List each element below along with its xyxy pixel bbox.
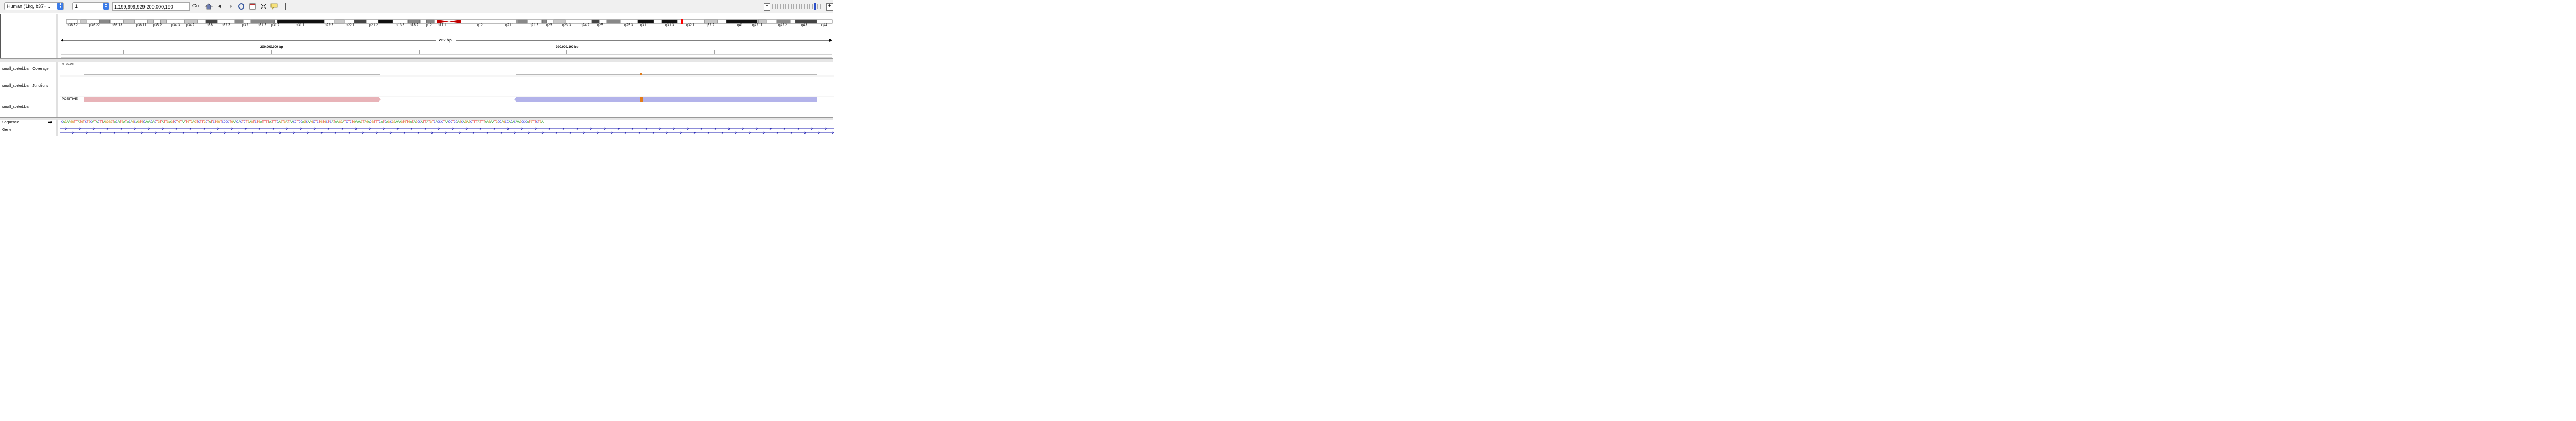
feature-track-panel: CAGAAGGTTATGTCTGCATACTTAGGGGTACATGATACAG… bbox=[60, 119, 834, 136]
coverage-bar bbox=[84, 74, 380, 75]
ruler-tick-label: 200,000,000 bp bbox=[260, 46, 283, 49]
popup-text-icon[interactable] bbox=[270, 3, 278, 10]
header-data-panel bbox=[60, 14, 833, 58]
band-label: p22.3 bbox=[325, 23, 334, 27]
band-label: p22.1 bbox=[346, 23, 355, 27]
band-label: q25.1 bbox=[597, 23, 606, 27]
coverage-bar bbox=[516, 74, 817, 75]
chromosome-dropdown-value: 1 bbox=[75, 4, 78, 9]
panel-separator[interactable] bbox=[0, 58, 833, 62]
feature-name-panel: Sequence ➡ Gene bbox=[0, 119, 57, 136]
strand-arrow-icon[interactable]: ➡ bbox=[48, 120, 53, 125]
refresh-icon[interactable] bbox=[238, 3, 245, 10]
band-label: p34.2 bbox=[186, 23, 195, 27]
band-label: q42.2 bbox=[778, 23, 787, 27]
band-label: p36.22 bbox=[89, 23, 100, 27]
coverage-range-label: [0 - 10.00] bbox=[62, 63, 74, 66]
band-label: p36.13 bbox=[112, 23, 122, 27]
band-label: p32.3 bbox=[222, 23, 231, 27]
band-label: p21.2 bbox=[369, 23, 378, 27]
band-label: q21.1 bbox=[505, 23, 514, 27]
ruler-span-label: 262 bp bbox=[439, 38, 452, 43]
band-label: q23.3 bbox=[562, 23, 571, 27]
ruler-toggle-icon[interactable] bbox=[285, 3, 286, 10]
band-label: p31.3 bbox=[258, 23, 267, 27]
current-region-marker bbox=[681, 19, 683, 24]
panel-divider[interactable] bbox=[56, 119, 58, 136]
read-forward bbox=[84, 97, 381, 102]
band-label: p34.3 bbox=[171, 23, 180, 27]
band-label: p32.1 bbox=[242, 23, 251, 27]
band-label: q32.2 bbox=[706, 23, 715, 27]
data-name-panel: small_sorted.bam Coverage small_sorted.b… bbox=[0, 62, 57, 117]
region-navigator-icon[interactable] bbox=[249, 3, 256, 10]
ruler-tick-label: 200,000,100 bp bbox=[556, 46, 579, 49]
band-label: p35.2 bbox=[153, 23, 162, 27]
zoom-out-icon[interactable]: − bbox=[764, 3, 770, 11]
alignment-tracks[interactable] bbox=[60, 62, 834, 117]
back-arrow-icon[interactable] bbox=[216, 3, 224, 10]
locus-input[interactable]: 1:199,999,929-200,000,190 bbox=[112, 2, 190, 11]
chevron-updown-icon: ▲ ▼ bbox=[103, 3, 109, 10]
track-name-junctions[interactable]: small_sorted.bam Junctions bbox=[2, 84, 48, 88]
band-label: p31.2 bbox=[271, 23, 280, 27]
chevron-updown-icon: ▲ ▼ bbox=[57, 3, 63, 10]
track-name-coverage[interactable]: small_sorted.bam Coverage bbox=[2, 67, 49, 71]
band-label: p13.3 bbox=[396, 23, 405, 27]
go-button[interactable]: Go bbox=[192, 3, 199, 9]
band-label: q31.1 bbox=[640, 23, 649, 27]
genome-dropdown[interactable]: Human (1kg, b37+... ▲ ▼ bbox=[4, 2, 64, 10]
track-name-alignments[interactable]: small_sorted.bam bbox=[2, 105, 32, 109]
band-label: q12 bbox=[477, 23, 483, 27]
band-label: p12 bbox=[426, 23, 432, 27]
band-label: q25.3 bbox=[624, 23, 633, 27]
track-name-gene[interactable]: Gene bbox=[2, 128, 12, 132]
coverage-mismatch bbox=[640, 73, 642, 75]
band-label: q24.2 bbox=[581, 23, 590, 27]
band-label: q43 bbox=[801, 23, 807, 27]
zoom-ticks bbox=[772, 3, 821, 10]
zoom-slider[interactable] bbox=[772, 3, 824, 10]
resize-to-window-icon[interactable] bbox=[260, 3, 267, 10]
band-label: p11.1 bbox=[438, 23, 446, 27]
panel-divider[interactable] bbox=[56, 14, 58, 58]
band-label: q32.1 bbox=[686, 23, 695, 27]
forward-arrow-icon[interactable] bbox=[227, 3, 234, 10]
gene-track[interactable] bbox=[60, 127, 834, 135]
read-mismatch bbox=[640, 97, 643, 102]
home-icon[interactable] bbox=[205, 3, 213, 10]
band-label: q44 bbox=[821, 23, 827, 27]
band-label: q21.3 bbox=[530, 23, 539, 27]
panel-divider[interactable] bbox=[56, 62, 58, 117]
strand-group-label: POSITIVE bbox=[62, 97, 78, 101]
band-label: q41 bbox=[737, 23, 743, 27]
read-reverse bbox=[514, 97, 817, 102]
chromosome-dropdown[interactable]: 1 ▲ ▼ bbox=[72, 2, 109, 10]
data-track-panel: [0 - 10.00] POSITIVE bbox=[60, 62, 834, 117]
genome-dropdown-value: Human (1kg, b37+... bbox=[7, 4, 50, 9]
band-label: q42.11 bbox=[752, 23, 763, 27]
centromere-q-arm-icon bbox=[449, 20, 461, 23]
track-name-sequence[interactable]: Sequence bbox=[2, 121, 19, 124]
band-label: q23.1 bbox=[546, 23, 555, 27]
band-label: p33 bbox=[207, 23, 213, 27]
header-name-panel bbox=[0, 14, 55, 58]
zoom-in-icon[interactable]: + bbox=[826, 3, 833, 11]
band-label: p36.11 bbox=[136, 23, 147, 27]
band-label: p36.32 bbox=[67, 23, 78, 27]
toolbar: Human (1kg, b37+... ▲ ▼ 1 ▲ ▼ 1:199,999,92… bbox=[0, 0, 833, 13]
reference-sequence[interactable]: CAGAAGGTTATGTCTGCATACTTAGGGGTACATGATACAG… bbox=[61, 120, 544, 124]
centromere-p-arm-icon bbox=[437, 20, 449, 23]
band-label: p13.2 bbox=[410, 23, 419, 27]
band-label: q31.3 bbox=[665, 23, 674, 27]
band-label: p31.1 bbox=[296, 23, 305, 27]
chromosome-ideogram[interactable] bbox=[60, 14, 833, 58]
panel-separator[interactable] bbox=[0, 117, 833, 120]
